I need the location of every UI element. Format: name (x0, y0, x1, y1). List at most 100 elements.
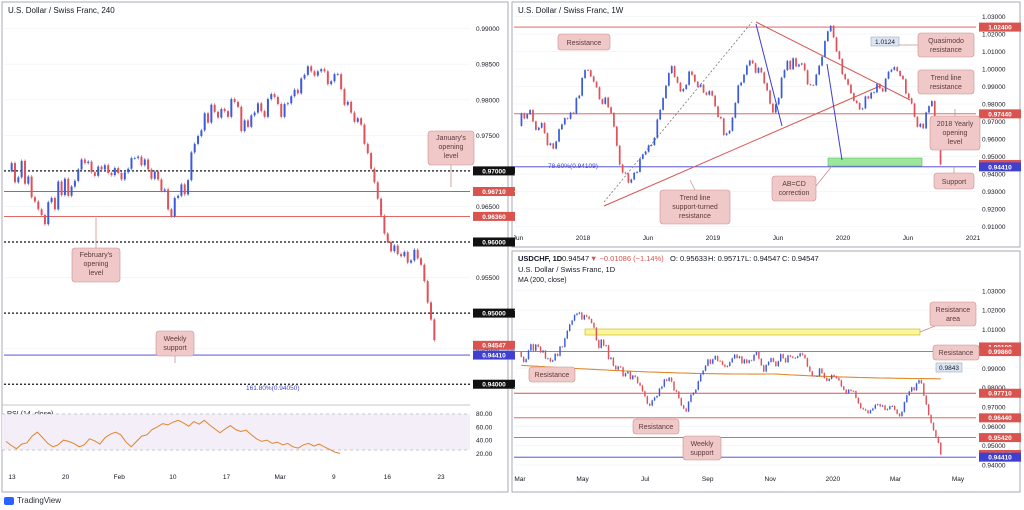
rsi-tick-label: 40.00 (476, 438, 493, 445)
candle-body (520, 113, 523, 126)
candle-body (393, 245, 396, 252)
candle-body (604, 97, 607, 104)
y-tick-label: 0.95000 (982, 154, 1006, 161)
candle-body (746, 359, 748, 363)
candle-body (864, 409, 867, 411)
callout-trend-line-resistance: Trend line resistance (917, 69, 975, 95)
candle-body (578, 95, 581, 99)
candle-body (719, 360, 721, 362)
candle-body (613, 112, 615, 127)
candle-body (163, 189, 166, 191)
candle-body (363, 124, 366, 144)
candle-body (821, 368, 823, 374)
candle-body (583, 315, 585, 320)
candle-body (850, 84, 852, 94)
y-tick-label: 0.92000 (982, 207, 1006, 214)
svg-text:2018 Yearly: 2018 Yearly (937, 121, 974, 128)
price-tag (473, 187, 515, 197)
candle-body (779, 354, 782, 362)
callout-weekly-support-4h: Weekly support (155, 330, 195, 363)
candle-body (920, 380, 923, 384)
candle-body (587, 70, 589, 71)
price-tag (979, 452, 1021, 462)
candle-body (733, 354, 736, 359)
candle-body (592, 76, 595, 82)
svg-text:support: support (163, 345, 186, 352)
candle-body (725, 133, 728, 136)
candle-body (552, 360, 554, 362)
y-tick-label: 1.01000 (982, 49, 1006, 56)
candle-body (667, 73, 670, 86)
y-tick-label: 0.98000 (476, 97, 500, 104)
candle-body (829, 25, 832, 32)
y-tick-label: 0.94000 (982, 463, 1006, 470)
candle-body (133, 158, 136, 159)
candle-body (173, 197, 176, 217)
candle-body (537, 127, 540, 130)
price-tag (979, 433, 1021, 443)
candle-body (656, 395, 658, 398)
callout-abcd-correction: AB=CD correction (771, 165, 833, 202)
candle-body (754, 63, 757, 73)
candle-body (918, 380, 920, 384)
candle-body (862, 408, 864, 410)
candle-body (183, 184, 186, 195)
candle-body (673, 381, 675, 391)
candle-body (120, 173, 123, 180)
candle-body (641, 154, 644, 159)
candle-body (147, 159, 150, 170)
candle-body (566, 330, 569, 339)
candle-body (902, 75, 904, 80)
candle-body (828, 378, 830, 381)
panel-1d: USDCHF, 1D 0.94547 ▼ −0.01086 (−1.14%) O… (514, 254, 1021, 483)
candle-body (615, 365, 617, 370)
candle-body (753, 354, 755, 361)
ohlc-open: O: 0.95633 (670, 254, 707, 263)
candle-body (383, 215, 386, 234)
candle-body (687, 401, 690, 412)
candle-body (117, 168, 120, 174)
candle-body (653, 137, 656, 145)
candle-body (556, 353, 559, 356)
candle-body (743, 359, 746, 364)
candle-body (789, 355, 792, 357)
candle-body (861, 108, 864, 110)
candle-body (766, 83, 768, 91)
price-tag-label: 0.97710 (988, 391, 1012, 398)
candle-body (366, 143, 369, 154)
candle-body (898, 413, 901, 417)
candle-body (343, 89, 346, 105)
x-tick-label: 10 (169, 474, 177, 481)
candle-body (818, 368, 821, 376)
candle-body (826, 377, 828, 381)
candle-body (666, 379, 668, 381)
candle-body (610, 107, 612, 113)
candle-body (137, 156, 140, 159)
ohlc-close: 0.94547 (562, 254, 589, 263)
price-tag (473, 237, 515, 247)
candle-body (840, 380, 843, 387)
candle-body (708, 91, 711, 95)
candle-body (535, 344, 537, 351)
candle-body (691, 71, 693, 75)
candle-body (113, 168, 116, 176)
candle-body (584, 70, 586, 78)
candle-body (682, 89, 685, 92)
candle-body (320, 69, 323, 72)
chart-canvas: U.S. Dollar / Swiss Franc, 240 0.99000 0.… (1, 1, 1021, 493)
candle-body (874, 404, 877, 409)
candle-body (923, 383, 925, 396)
y-tick-label: 0.95500 (476, 275, 500, 282)
candle-body (632, 375, 634, 380)
candle-body (838, 378, 840, 381)
candle-body (180, 184, 183, 196)
candle-body (680, 398, 683, 406)
candle-body (777, 361, 780, 367)
candle-body (526, 114, 529, 119)
fib-label-4h: 161.80%(0.94050) (246, 385, 300, 392)
candle-body (925, 112, 927, 129)
candle-body (650, 144, 653, 146)
candle-body (721, 361, 724, 365)
svg-text:Resistance: Resistance (939, 350, 974, 357)
trendline-resistance (755, 21, 911, 101)
